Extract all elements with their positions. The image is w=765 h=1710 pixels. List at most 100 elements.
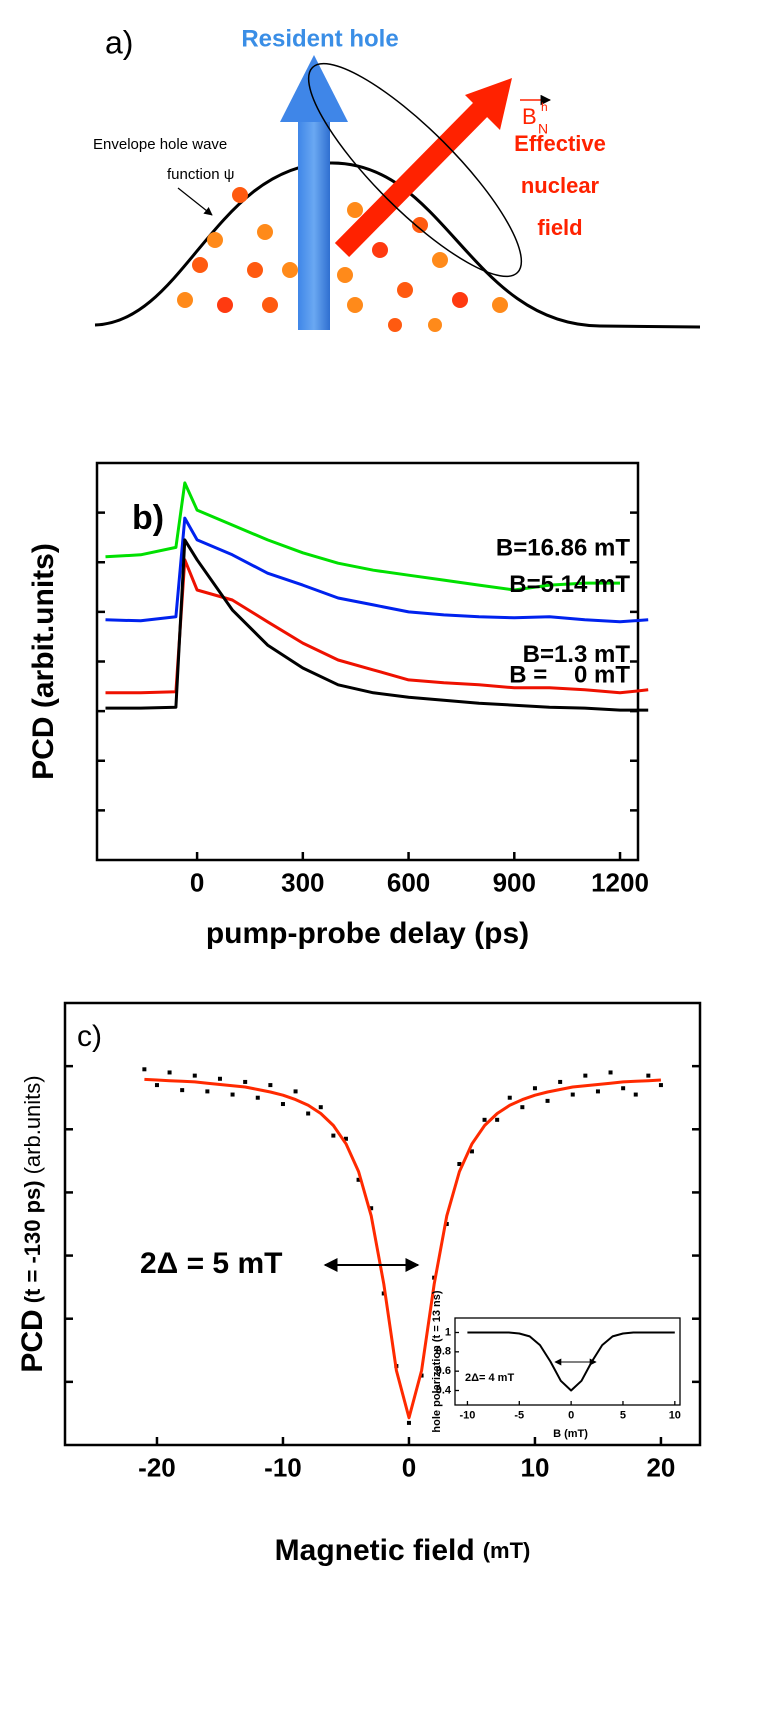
series-line: [105, 481, 620, 592]
series-line: [105, 538, 649, 712]
series-line: [144, 1077, 661, 1420]
field-arrow-shaft: [334, 97, 493, 258]
data-point: [167, 1070, 172, 1075]
data-point: [142, 1067, 147, 1072]
data-point: [230, 1092, 235, 1097]
data-point: [558, 1079, 563, 1084]
data-point: [532, 1086, 537, 1091]
x-tick-label: 20: [646, 1453, 675, 1483]
chart: -20 -10 0 10 20c)Magnetic field (mT)PCD(t = -…: [16, 1001, 702, 1567]
data-point: [243, 1079, 248, 1084]
hole-arrow-head: [280, 55, 348, 122]
x-tick-label: 0: [190, 868, 204, 898]
y-tick-label: 0.6: [436, 1365, 451, 1377]
data-point: [570, 1092, 575, 1097]
y-axis-label-unit: (arb.units): [20, 1075, 45, 1174]
x-axis-label: B (mT): [553, 1428, 588, 1440]
x-tick-label: -20: [138, 1453, 176, 1483]
annotation: 2Δ= 4 mT: [465, 1372, 514, 1384]
chart: -10 -5 0 5 10 0.4 0.6 0.8 1 B (mT) hole polarizati…: [431, 1290, 681, 1440]
annotation: 2Δ = 5 mT: [140, 1247, 282, 1280]
y-axis-label: PCD (arbit.units): [27, 543, 60, 780]
resident-hole-label: Resident hole: [241, 25, 398, 52]
envelope-pointer: [177, 187, 213, 216]
field-arrow-head: [465, 78, 512, 130]
data-point: [306, 1111, 311, 1116]
data-point: [583, 1073, 588, 1078]
x-tick-label: 0: [568, 1409, 574, 1421]
y-axis-label-sub: (t = -130 ps): [20, 1180, 45, 1303]
data-point: [482, 1117, 487, 1122]
hole-arrow-shaft: [298, 120, 330, 330]
series-line: [105, 516, 649, 624]
data-point: [205, 1089, 210, 1094]
data-point: [545, 1098, 550, 1103]
series-label: B = 0 mT: [509, 661, 630, 688]
x-tick-label: 300: [281, 868, 324, 898]
data-point: [217, 1076, 222, 1081]
series-label: B=16.86 mT: [496, 534, 630, 561]
data-point: [658, 1083, 663, 1088]
x-axis-label: Magnetic field (mT): [275, 1534, 531, 1567]
y-tick-label: 0.8: [436, 1346, 451, 1358]
data-point: [608, 1070, 613, 1075]
data-point: [154, 1083, 159, 1088]
data-point: [180, 1088, 185, 1093]
data-point: [293, 1089, 298, 1094]
effective-field-label: field: [537, 215, 582, 240]
envelope-label: function ψ: [167, 166, 234, 183]
envelope-curve: [94, 161, 701, 329]
effective-field-label: nuclear: [521, 173, 600, 198]
envelope-label: Envelope hole wave: [93, 136, 227, 153]
field-symbol: B: [522, 104, 537, 129]
data-point: [469, 1149, 474, 1154]
x-tick-label: -10: [459, 1409, 475, 1421]
data-point: [507, 1095, 512, 1100]
panel-label: c): [77, 1020, 102, 1053]
data-point: [331, 1133, 336, 1138]
y-tick-label: 0.4: [436, 1384, 452, 1396]
data-point: [633, 1092, 638, 1097]
x-axis-label-main: Magnetic field: [275, 1534, 475, 1567]
data-point: [343, 1136, 348, 1141]
y-tick-label: 1: [445, 1326, 451, 1338]
data-point: [457, 1162, 462, 1167]
data-point: [646, 1073, 651, 1078]
diagram-a: a) Resident hole B N h Effective nuclear…: [93, 24, 701, 332]
x-tick-label: 0: [402, 1453, 416, 1483]
x-tick-label: 10: [520, 1453, 549, 1483]
data-point: [192, 1073, 197, 1078]
data-point: [255, 1095, 260, 1100]
data-point: [621, 1086, 626, 1091]
data-point: [356, 1177, 361, 1182]
series-label: B=5.14 mT: [509, 571, 630, 598]
x-tick-label: -10: [264, 1453, 302, 1483]
field-sup: h: [541, 100, 548, 114]
data-point: [595, 1089, 600, 1094]
x-axis-label-unit: (mT): [483, 1538, 531, 1563]
x-tick-label: 900: [493, 868, 536, 898]
data-point: [520, 1105, 525, 1110]
data-point: [318, 1105, 323, 1110]
data-point: [495, 1117, 500, 1122]
data-point: [406, 1420, 411, 1425]
y-axis-label-main: PCD: [16, 1309, 49, 1372]
x-tick-label: 5: [620, 1409, 626, 1421]
chart: 0 300 600 900 1200 B=16.86 mT B=5.14 mT B=1.3 m…: [27, 461, 649, 950]
data-point: [268, 1083, 273, 1088]
x-tick-label: -5: [514, 1409, 524, 1421]
y-axis-label: PCD (t = -130 ps) (arb.units): [16, 1075, 49, 1372]
series-label: B=1.3 mT: [523, 641, 631, 668]
field-sub: N: [538, 121, 548, 137]
data-point: [280, 1102, 285, 1107]
effective-field-label: Effective: [514, 131, 606, 156]
precession-ellipse: [307, 62, 523, 278]
panel-label: a): [105, 24, 133, 60]
series-line: [467, 1331, 675, 1392]
x-tick-label: 1200: [591, 868, 649, 898]
y-axis-label: hole polarization (t = 13 ns): [431, 1290, 443, 1432]
x-axis-label: pump-probe delay (ps): [206, 917, 529, 950]
data-point: [369, 1206, 374, 1211]
